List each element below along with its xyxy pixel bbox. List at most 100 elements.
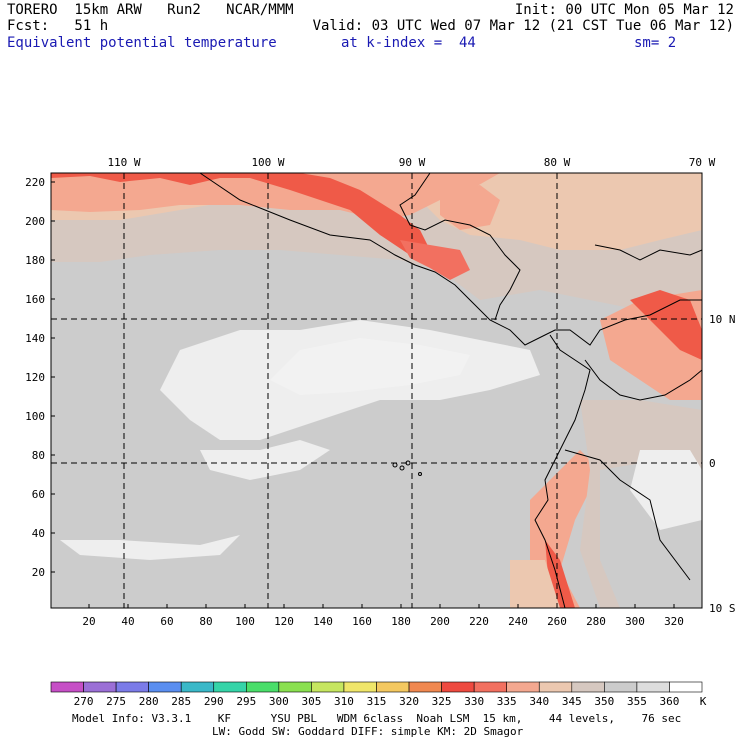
colorbar-value-label: 360 [659,695,680,708]
y-label: 220 [25,176,45,189]
lon-label-70w: 70 W [689,156,716,169]
y-grid-ticks [51,181,55,573]
x-label: 160 [352,615,372,628]
colorbar-swatch [115,681,149,693]
x-label: 320 [664,615,684,628]
colorbar-swatch [538,681,573,693]
y-label: 100 [25,410,45,423]
colorbar-value-label: 355 [626,695,647,708]
colorbar-swatch [278,681,312,693]
field-band-white-3 [60,535,240,560]
field-amazon-white [630,450,702,530]
x-label: 80 [199,615,212,628]
colorbar-value-label: 305 [301,695,322,708]
y-label: 20 [32,566,45,579]
colorbar-value-label: 330 [464,695,485,708]
y-label: 140 [25,332,45,345]
x-label: 180 [391,615,411,628]
y-label: 40 [32,527,45,540]
colorbar-swatch [180,681,215,693]
y-label: 160 [25,293,45,306]
colorbar-swatch [604,681,638,693]
colorbar-value-label: 325 [431,695,452,708]
colorbar-value-label: 335 [496,695,517,708]
field-peru-peach [510,560,560,608]
colorbar-value-label: 320 [399,695,419,708]
lat-label-0: 0 [709,457,716,470]
field-band-white-2 [270,338,470,395]
colorbar-value-label: 270 [73,695,94,708]
field-ne-red [630,290,702,360]
x-label: 280 [586,615,606,628]
colorbar-swatch [669,681,703,693]
y-label: 200 [25,215,45,228]
y-label: 80 [32,449,45,462]
x-label: 20 [82,615,95,628]
y-grid-labels: 220 200 180 160 140 120 100 80 60 40 20 [25,176,45,579]
field-salmon-yucatan [440,185,500,230]
y-label: 120 [25,371,45,384]
colorbar-value-label: 350 [594,695,615,708]
colorbar-swatch [441,681,475,693]
header-forecast-hour: Fcst: 51 h [7,18,109,34]
field-band-white-4 [200,440,330,480]
smoothing-label: sm= 2 [634,35,677,51]
colorbar-swatch [636,681,670,693]
lon-label-110w: 110 W [107,156,140,169]
colorbar-swatch [50,681,84,693]
colorbar-unit: K [699,695,707,708]
header-valid-time: Valid: 03 UTC Wed 07 Mar 12 (21 CST Tue … [312,18,734,34]
x-grid-ticks [88,604,675,608]
field-andes-red [545,540,575,608]
x-label: 240 [508,615,528,628]
colorbar-swatch [473,681,507,693]
header-run-title: TORERO 15km ARW Run2 NCAR/MMM [7,2,294,18]
x-grid-labels: 20 40 60 80 100 120 140 160 180 200 220 … [82,615,684,628]
colorbar-swatch [148,681,182,693]
colorbar-value-label: 300 [268,695,289,708]
colorbar-swatch [343,681,377,693]
colorbar [50,681,703,693]
x-label: 140 [313,615,333,628]
colorbar-swatch [376,681,410,693]
x-label: 220 [469,615,489,628]
colorbar-swatch [246,681,280,693]
coastlines [199,172,703,609]
colorbar-swatch [311,681,345,693]
footer-physics-info: LW: Godd SW: Goddard DIFF: simple KM: 2D… [212,725,524,738]
x-label: 260 [547,615,567,628]
x-label: 200 [430,615,450,628]
lat-label-10s: 10 S [709,602,736,615]
colorbar-value-label: 310 [334,695,354,708]
colorbar-value-label: 295 [236,695,257,708]
colorbar-value-label: 290 [203,695,224,708]
graticule [51,173,702,608]
x-label: 60 [160,615,173,628]
colorbar-swatch [571,681,605,693]
colorbar-value-label: 285 [171,695,192,708]
lon-label-90w: 90 W [399,156,426,169]
header-init-time: Init: 00 UTC Mon 05 Mar 12 [514,2,734,18]
x-label: 300 [625,615,645,628]
field-red-northwest [51,173,430,255]
x-label: 40 [121,615,134,628]
colorbar-value-label: 280 [138,695,159,708]
field-salmon-centralamerica [400,240,470,280]
colorbar-swatch [506,681,540,693]
colorbar-swatch [213,681,247,693]
level-index: at k-index = 44 [341,35,476,51]
x-label: 120 [274,615,294,628]
colorbar-value-label: 345 [561,695,582,708]
colorbar-value-label: 315 [366,695,387,708]
lon-label-100w: 100 W [251,156,284,169]
map-frame [50,172,703,609]
lon-label-80w: 80 W [544,156,571,169]
colorbar-value-label: 275 [106,695,127,708]
y-label: 60 [32,488,45,501]
colorbar-swatch [408,681,442,693]
field-name: Equivalent potential temperature [7,35,277,51]
y-label: 180 [25,254,45,267]
footer-model-info: Model Info: V3.3.1 KF YSU PBL WDM 6class… [72,712,682,725]
colorbar-swatch [83,681,117,693]
